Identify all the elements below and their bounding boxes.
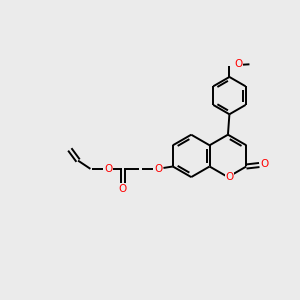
Text: O: O [104,164,112,174]
Text: O: O [225,172,233,182]
Text: O: O [260,159,269,170]
Text: O: O [118,184,126,194]
Text: O: O [154,164,162,174]
Text: O: O [234,59,242,69]
